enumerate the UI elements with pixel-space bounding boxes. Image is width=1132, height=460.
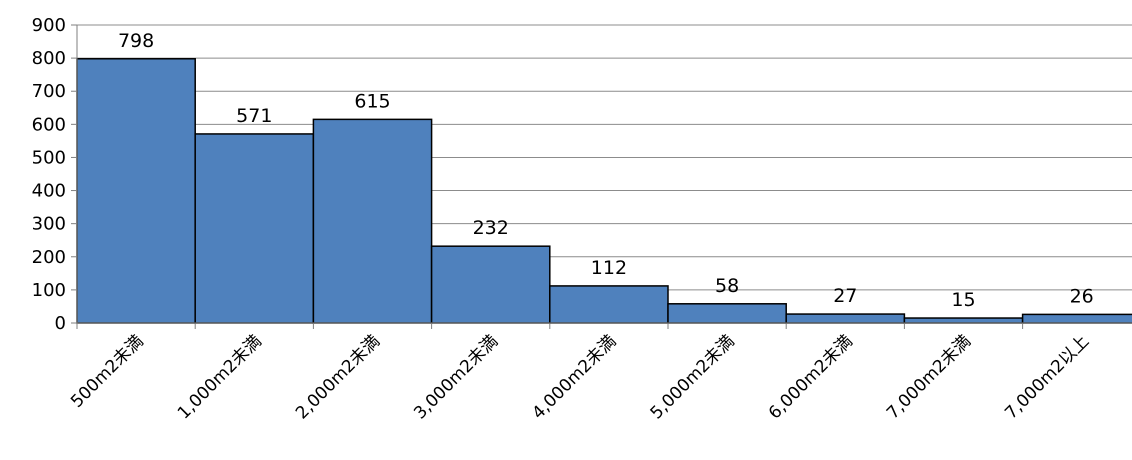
y-tick-label: 100	[32, 280, 66, 301]
y-tick-label: 700	[32, 81, 66, 102]
y-tick-labels: 0 100 200 300 400 500 600 700 800 900	[32, 15, 66, 334]
x-tick-label: 5,000m2未満	[647, 331, 739, 423]
bar	[785, 313, 906, 324]
data-label: 26	[1070, 285, 1094, 307]
x-tick-label: 3,000m2未満	[410, 331, 502, 423]
data-label: 798	[118, 30, 154, 52]
bar	[549, 285, 669, 324]
bar	[312, 118, 433, 324]
data-label: 232	[473, 217, 509, 239]
data-label: 27	[833, 285, 857, 307]
y-tick-label: 0	[55, 313, 66, 334]
y-tick-label: 300	[32, 214, 66, 235]
y-tick-label: 600	[32, 114, 66, 135]
y-tick-label: 800	[32, 48, 66, 69]
x-tick-label: 1,000m2未満	[174, 331, 266, 423]
data-label: 15	[951, 289, 975, 311]
y-tick-label: 900	[32, 15, 66, 36]
data-label: 571	[236, 105, 272, 127]
y-tick-label: 500	[32, 147, 66, 168]
data-labels: 798 571 615 232 112 58 27 15 26	[118, 30, 1094, 311]
x-tick-label: 7,000m2未満	[883, 331, 975, 423]
bar	[194, 133, 315, 324]
y-tick-label: 200	[32, 247, 66, 268]
data-label: 58	[715, 275, 739, 297]
x-tick-label: 7,000m2以上	[1001, 331, 1093, 423]
bar	[76, 58, 196, 324]
x-tick-label: 6,000m2未満	[765, 331, 857, 423]
bar	[903, 317, 1024, 324]
x-tick-label: 500m2未満	[67, 331, 147, 411]
data-label: 112	[591, 257, 627, 279]
x-tick-label: 2,000m2未満	[292, 331, 384, 423]
x-tick-label: 4,000m2未満	[528, 331, 620, 423]
bar	[430, 245, 551, 324]
y-tick-label: 400	[32, 181, 66, 202]
axes	[71, 24, 1132, 329]
data-label: 615	[354, 90, 390, 112]
bar	[667, 303, 787, 324]
bar	[1021, 313, 1132, 324]
bars	[76, 58, 1132, 324]
x-tick-labels: 500m2未満 1,000m2未満 2,000m2未満 3,000m2未満 4,000m…	[67, 331, 1093, 423]
